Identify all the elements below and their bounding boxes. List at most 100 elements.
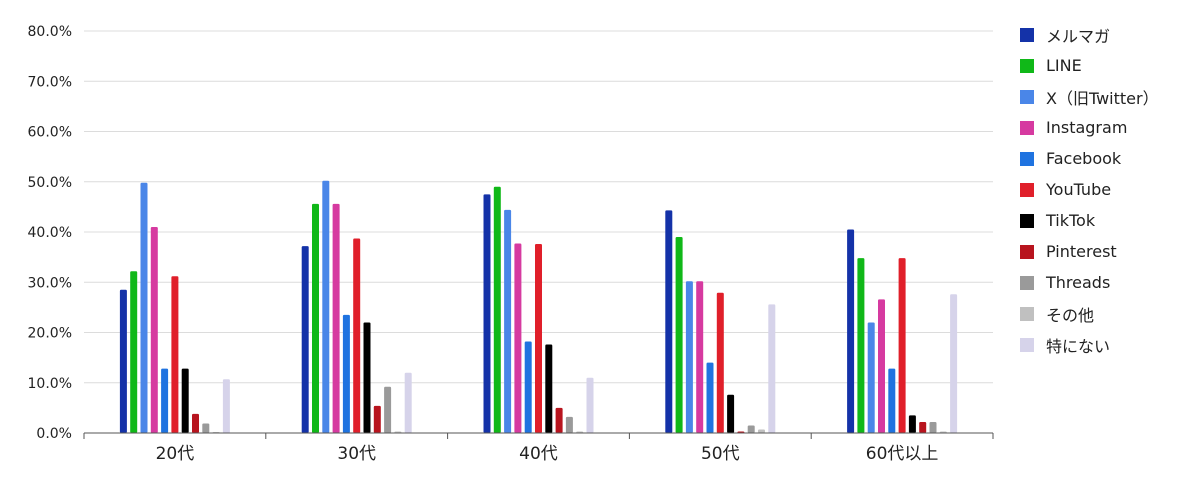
bar xyxy=(312,203,319,433)
legend-label: X（旧Twitter） xyxy=(1046,88,1159,108)
x-category-label: 20代 xyxy=(156,444,195,464)
bar xyxy=(161,368,169,433)
y-tick-label: 20.0% xyxy=(28,326,72,342)
bar-group xyxy=(483,186,594,433)
bar xyxy=(888,368,896,433)
y-tick-label: 70.0% xyxy=(28,74,72,90)
bar xyxy=(857,258,865,433)
bar xyxy=(363,322,371,433)
bar xyxy=(514,243,522,433)
bar-group xyxy=(665,210,776,433)
bar xyxy=(150,226,158,433)
bar xyxy=(878,299,885,433)
bar xyxy=(130,271,138,433)
y-tick-label: 30.0% xyxy=(28,275,72,291)
legend-item: YouTube xyxy=(1020,174,1198,205)
bar xyxy=(867,322,875,433)
legend-swatch xyxy=(1020,27,1034,42)
bar xyxy=(119,289,127,433)
legend-swatch xyxy=(1020,58,1034,73)
legend-label: メルマガ xyxy=(1046,26,1111,46)
legend-label: その他 xyxy=(1046,305,1095,325)
bar xyxy=(404,372,412,433)
legend-label: Threads xyxy=(1046,273,1111,292)
legend-item: Facebook xyxy=(1020,143,1198,174)
x-category-label: 50代 xyxy=(701,444,740,464)
legend-item: X（旧Twitter） xyxy=(1020,81,1198,112)
bar xyxy=(768,304,776,433)
bar xyxy=(545,344,553,433)
legend-label: YouTube xyxy=(1046,180,1112,199)
legend-swatch xyxy=(1020,275,1034,290)
bar xyxy=(716,292,724,433)
bar xyxy=(342,314,350,433)
legend-item: Threads xyxy=(1020,267,1198,298)
legend-swatch xyxy=(1020,337,1034,352)
bar xyxy=(535,244,542,433)
y-tick-label: 80.0% xyxy=(28,24,72,40)
legend-item: その他 xyxy=(1020,298,1198,329)
bar xyxy=(384,386,392,433)
bars xyxy=(119,180,958,433)
legend-item: Instagram xyxy=(1020,112,1198,143)
legend-item: Pinterest xyxy=(1020,236,1198,267)
bar xyxy=(665,210,673,433)
legend-label: Facebook xyxy=(1046,149,1122,168)
bar xyxy=(140,182,148,433)
bar xyxy=(171,276,179,433)
bar xyxy=(696,281,704,433)
bar xyxy=(675,237,683,433)
bar xyxy=(504,209,512,433)
legend-item: メルマガ xyxy=(1020,19,1198,50)
legend-label: TikTok xyxy=(1046,211,1096,230)
bar xyxy=(847,229,855,433)
legend-label: LINE xyxy=(1046,56,1082,75)
bar xyxy=(758,429,765,433)
bar xyxy=(483,194,491,433)
bar xyxy=(727,394,735,433)
bar-chart: 0.0% 10.0% 20.0% 30.0% 40.0% 50.0% 60.0% 70.0% 8… xyxy=(28,24,994,464)
legend: メルマガ LINE X（旧Twitter） Instagram Facebook YouT… xyxy=(1020,19,1198,360)
legend-label: 特にない xyxy=(1046,336,1111,356)
bar xyxy=(565,416,573,433)
bar-group xyxy=(301,180,412,433)
legend-swatch xyxy=(1020,306,1034,321)
bar-group xyxy=(847,229,958,433)
legend-swatch xyxy=(1020,151,1034,166)
legend-swatch xyxy=(1020,120,1034,135)
legend-item: 特にない xyxy=(1020,329,1198,360)
bar xyxy=(586,377,594,433)
bar xyxy=(322,180,330,433)
y-tick-label: 50.0% xyxy=(28,175,72,191)
bar xyxy=(919,421,927,433)
legend-label: Instagram xyxy=(1046,118,1128,137)
x-category-label: 40代 xyxy=(519,444,558,464)
x-category-label: 60代以上 xyxy=(866,444,939,464)
bar xyxy=(706,362,714,433)
bar xyxy=(222,379,230,433)
bar xyxy=(493,186,501,433)
x-axis: 20代 30代 40代 50代 60代以上 xyxy=(83,432,994,464)
bar xyxy=(747,425,755,433)
bar xyxy=(202,423,210,433)
legend-swatch xyxy=(1020,182,1034,197)
legend-item: LINE xyxy=(1020,50,1198,81)
y-tick-label: 40.0% xyxy=(28,225,72,241)
bar xyxy=(332,203,340,433)
legend-item: TikTok xyxy=(1020,205,1198,236)
y-tick-label: 60.0% xyxy=(28,125,72,141)
bar xyxy=(898,258,906,433)
bar xyxy=(192,413,199,433)
x-category-label: 30代 xyxy=(337,444,376,464)
legend-label: Pinterest xyxy=(1046,242,1117,261)
bar xyxy=(908,415,916,433)
bar xyxy=(555,407,563,433)
y-axis-tick-labels: 0.0% 10.0% 20.0% 30.0% 40.0% 50.0% 60.0% 70.0% 8… xyxy=(28,24,72,442)
bar xyxy=(685,281,693,433)
bar xyxy=(353,238,361,433)
bar xyxy=(950,294,958,433)
y-tick-label: 0.0% xyxy=(36,426,72,442)
legend-swatch xyxy=(1020,213,1034,228)
bar xyxy=(181,368,189,433)
legend-swatch xyxy=(1020,89,1034,104)
